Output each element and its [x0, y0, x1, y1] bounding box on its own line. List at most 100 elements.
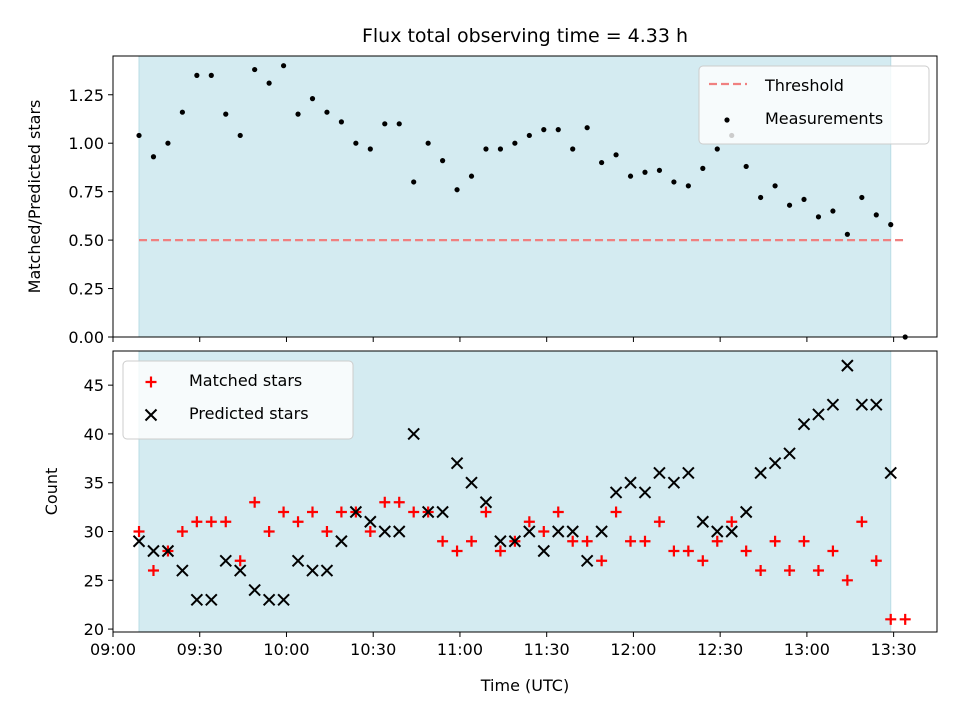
data-point: [754, 466, 767, 480]
data-point: [668, 545, 680, 557]
data-point: [595, 525, 608, 538]
data-point: [870, 555, 882, 567]
data-point: [856, 516, 868, 528]
data-point: [379, 496, 391, 508]
data-point: [454, 187, 460, 193]
data-point: [465, 476, 478, 489]
data-point: [613, 152, 619, 158]
legend-marker: [724, 117, 730, 123]
data-point: [278, 506, 290, 518]
y-tick-label: 0.50: [68, 231, 104, 250]
data-point: [194, 72, 200, 78]
chart-title: Flux total observing time = 4.33 h: [362, 25, 688, 47]
data-point: [555, 127, 561, 133]
y-axis-label: Matched/Predicted stars: [25, 100, 44, 294]
data-point: [671, 179, 677, 185]
data-point: [711, 525, 724, 538]
x-tick-label: 11:30: [524, 640, 570, 659]
data-point: [179, 109, 185, 115]
data-point: [479, 496, 493, 509]
data-point: [291, 554, 305, 567]
legend-label: Matched stars: [189, 371, 302, 390]
data-point: [421, 505, 435, 519]
x-tick-label: 09:00: [90, 640, 136, 659]
data-point: [411, 179, 417, 185]
data-point: [855, 398, 869, 411]
data-point: [739, 505, 753, 519]
data-point: [700, 165, 706, 171]
data-point: [393, 496, 405, 508]
data-point: [827, 545, 839, 557]
legend-marker: [145, 376, 157, 388]
data-point: [508, 535, 522, 548]
data-point: [378, 525, 391, 538]
data-point: [494, 545, 506, 557]
y-tick-label: 0.25: [68, 280, 104, 299]
data-point: [815, 214, 822, 220]
data-point: [494, 535, 507, 548]
data-point: [396, 121, 402, 127]
data-point: [642, 169, 648, 175]
data-point: [324, 109, 330, 115]
y-axis-label: Count: [42, 468, 61, 516]
data-point: [437, 535, 449, 547]
data-point: [393, 525, 406, 538]
data-point: [538, 526, 550, 538]
axes-frame: [112, 350, 938, 633]
data-point: [367, 146, 373, 152]
data-point: [567, 535, 579, 547]
data-point: [364, 515, 377, 528]
data-point: [826, 398, 840, 411]
legend-label: Threshold: [764, 76, 844, 95]
data-point: [841, 574, 853, 586]
data-point: [252, 66, 258, 73]
data-point: [133, 526, 145, 538]
y-tick-label: 25: [84, 571, 104, 590]
data-point: [798, 535, 810, 547]
data-point: [656, 167, 663, 173]
legend-marker: [144, 408, 158, 422]
y-tick-label: 1.00: [68, 134, 104, 153]
data-point: [580, 554, 594, 567]
data-point: [364, 526, 376, 538]
data-point: [382, 121, 388, 127]
data-point: [609, 486, 623, 499]
data-point: [306, 506, 318, 518]
x-tick-label: 12:00: [610, 640, 656, 659]
x-axis-label: Time (UTC): [480, 676, 569, 695]
data-point: [783, 447, 796, 460]
data-point: [191, 516, 203, 528]
data-point: [450, 456, 464, 470]
data-point: [685, 183, 691, 189]
data-point: [132, 535, 146, 548]
data-point: [725, 525, 738, 538]
data-point: [844, 231, 850, 237]
data-point: [599, 159, 605, 166]
data-point: [512, 140, 518, 146]
data-point: [249, 496, 261, 508]
data-point: [147, 565, 159, 577]
data-point: [667, 476, 681, 489]
data-point: [552, 506, 564, 518]
data-point: [176, 564, 189, 577]
y-tick-label: 45: [84, 376, 104, 395]
data-point: [552, 525, 565, 538]
data-point: [234, 555, 246, 567]
data-point: [436, 505, 449, 519]
x-tick-label: 10:00: [263, 640, 309, 659]
data-point: [624, 476, 637, 489]
data-point: [136, 132, 142, 139]
data-point: [801, 196, 807, 203]
data-point: [726, 516, 738, 528]
data-point: [335, 535, 348, 548]
data-point: [653, 466, 666, 480]
data-point: [653, 516, 665, 528]
data-point: [497, 146, 504, 152]
data-point: [610, 506, 622, 518]
data-point: [306, 564, 319, 577]
data-point: [295, 111, 301, 117]
legend: Matched stars Predicted stars: [122, 360, 354, 440]
data-point: [797, 417, 811, 431]
x-tick-label: 12:30: [697, 640, 743, 659]
data-point: [425, 140, 431, 146]
